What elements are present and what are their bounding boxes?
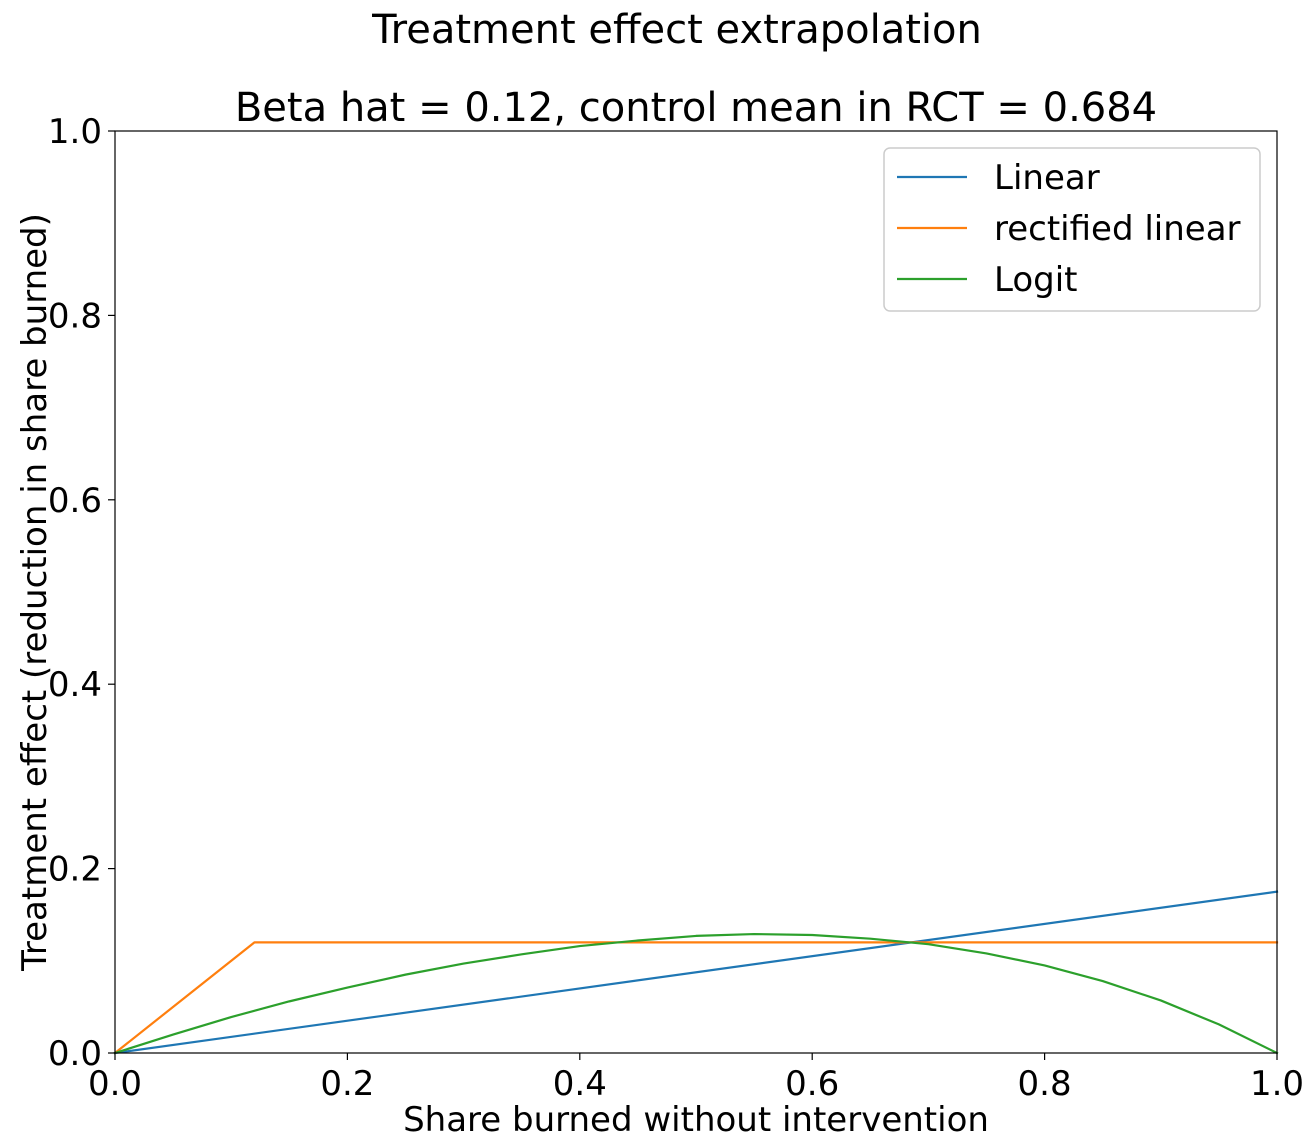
legend-label: rectified linear bbox=[994, 209, 1241, 249]
legend-items: Linear rectified linear Logit bbox=[897, 158, 1241, 300]
y-axis-ticks: 0.0 0.2 0.4 0.6 0.8 1.0 bbox=[48, 112, 115, 1074]
y-tick-label: 0.8 bbox=[48, 296, 102, 336]
y-tick-label: 0.6 bbox=[48, 481, 102, 521]
y-tick-label: 0.0 bbox=[48, 1034, 102, 1074]
series-line-logit bbox=[113, 932, 1279, 1055]
y-tick-label: 0.2 bbox=[48, 850, 102, 890]
x-tick-label: 0.6 bbox=[785, 1064, 839, 1104]
plot-frame bbox=[114, 130, 1278, 1054]
x-tick-label: 0.2 bbox=[320, 1064, 374, 1104]
x-tick-label: 0.8 bbox=[1018, 1064, 1072, 1104]
x-axis-ticks: 0.0 0.2 0.4 0.6 0.8 1.0 bbox=[88, 1053, 1304, 1104]
y-tick-label: 1.0 bbox=[48, 112, 102, 152]
y-tick-label: 0.4 bbox=[48, 665, 102, 705]
series-line-rectified-linear bbox=[113, 941, 1279, 1055]
legend-box bbox=[883, 147, 1261, 312]
chart-title: Beta hat = 0.12, control mean in RCT = 0… bbox=[235, 85, 1157, 131]
x-tick-label: 0.4 bbox=[553, 1064, 607, 1104]
x-axis-label: Share burned without intervention bbox=[403, 1100, 989, 1140]
chart-suptitle: Treatment effect extrapolation bbox=[371, 7, 982, 53]
x-tick-label: 0.0 bbox=[88, 1064, 142, 1104]
series-line-linear bbox=[113, 890, 1279, 1055]
legend-label: Logit bbox=[994, 260, 1078, 300]
x-tick-label: 1.0 bbox=[1250, 1064, 1304, 1104]
y-axis-label: Treatment effect (reduction in share bur… bbox=[15, 213, 55, 972]
legend: Linear rectified linear Logit bbox=[883, 147, 1261, 312]
legend-label: Linear bbox=[994, 158, 1100, 198]
series-layer bbox=[113, 890, 1279, 1055]
